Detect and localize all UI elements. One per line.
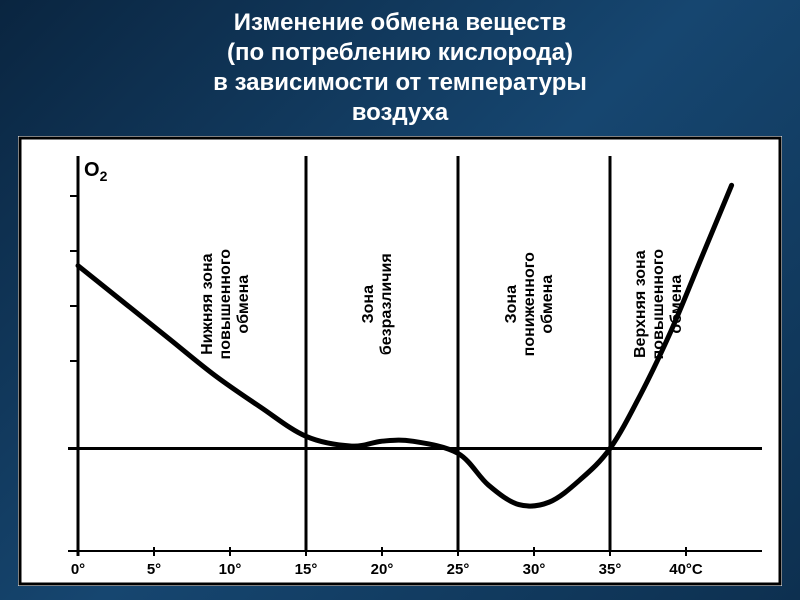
chart-panel: 0° 5° 10° 15° 20° 25° 30° 35° 40°С O2 Нижняя зонап… xyxy=(18,136,782,586)
y-axis-label: O2 xyxy=(84,159,108,184)
x-tick-label: 30° xyxy=(523,561,546,578)
x-tick-label: 0° xyxy=(71,561,85,578)
title-line-1: Изменение обмена веществ xyxy=(20,8,780,38)
chart-frame xyxy=(20,138,780,584)
x-tick-label: 5° xyxy=(147,561,161,578)
x-tick-label: 15° xyxy=(295,561,318,578)
zone-label: Нижняя зонаповышенногообмена xyxy=(199,249,252,360)
svg-text:Верхняя зонаповышенногообмена: Верхняя зонаповышенногообмена xyxy=(632,249,685,360)
svg-text:Зонабезразличия: Зонабезразличия xyxy=(360,253,395,355)
zone-label: Верхняя зонаповышенногообмена xyxy=(632,249,685,360)
svg-text:Нижняя зонаповышенногообмена: Нижняя зонаповышенногообмена xyxy=(199,249,252,360)
title-line-2: (по потреблению кислорода) xyxy=(20,38,780,68)
slide-title: Изменение обмена веществ (по потреблению… xyxy=(0,0,800,132)
x-tick-label: 25° xyxy=(447,561,470,578)
zone-label: Зонапониженногообмена xyxy=(503,252,556,357)
title-line-4: воздуха xyxy=(20,98,780,128)
x-tick-label: 35° xyxy=(599,561,622,578)
x-tick-label: 10° xyxy=(219,561,242,578)
svg-text:Зонапониженногообмена: Зонапониженногообмена xyxy=(503,252,556,357)
x-tick-label: 20° xyxy=(371,561,394,578)
x-tick-label: 40°С xyxy=(669,561,703,578)
title-line-3: в зависимости от температуры xyxy=(20,68,780,98)
metabolism-chart: 0° 5° 10° 15° 20° 25° 30° 35° 40°С O2 Нижняя зонап… xyxy=(18,136,782,586)
zone-label: Зонабезразличия xyxy=(360,253,395,355)
